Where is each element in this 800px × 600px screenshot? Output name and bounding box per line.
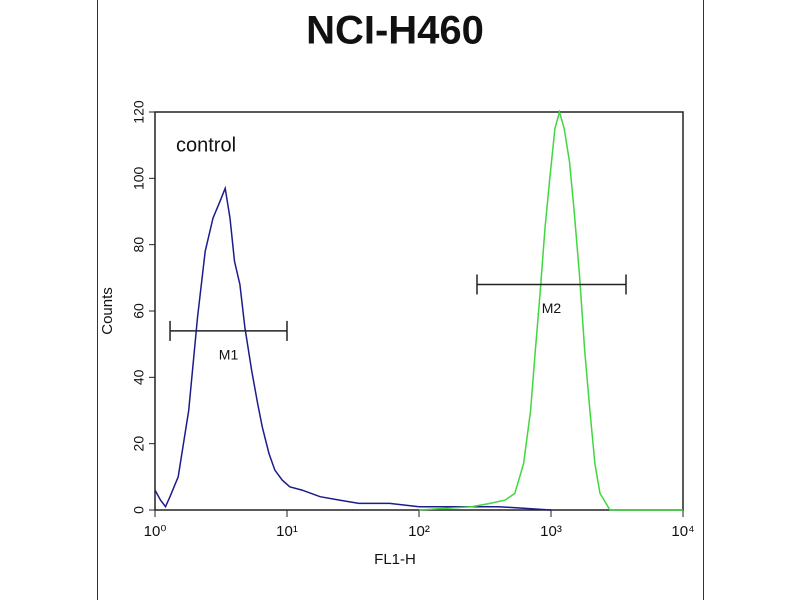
gate-label: M1	[219, 347, 239, 363]
y-tick-label: 80	[131, 237, 147, 253]
y-tick-label: 40	[131, 369, 147, 385]
y-tick-label: 0	[131, 506, 147, 514]
x-tick-label: 10³	[540, 523, 562, 540]
gate-label: M2	[542, 300, 562, 316]
y-tick-label: 20	[131, 436, 147, 452]
series-line	[154, 185, 552, 511]
x-tick-label: 10²	[408, 523, 430, 540]
series-annotation: control	[176, 134, 236, 156]
x-tick-label: 10¹	[276, 523, 298, 540]
x-tick-label: 10⁰	[144, 523, 167, 540]
x-tick-label: 10⁴	[671, 523, 694, 540]
y-tick-label: 120	[131, 100, 147, 124]
y-tick-label: 60	[131, 303, 147, 319]
y-axis-label: Counts	[99, 287, 116, 335]
series-line	[418, 109, 683, 511]
chart-title: NCI-H460	[306, 9, 484, 53]
y-tick-label: 100	[131, 166, 147, 190]
x-axis-label: FL1-H	[374, 551, 416, 568]
